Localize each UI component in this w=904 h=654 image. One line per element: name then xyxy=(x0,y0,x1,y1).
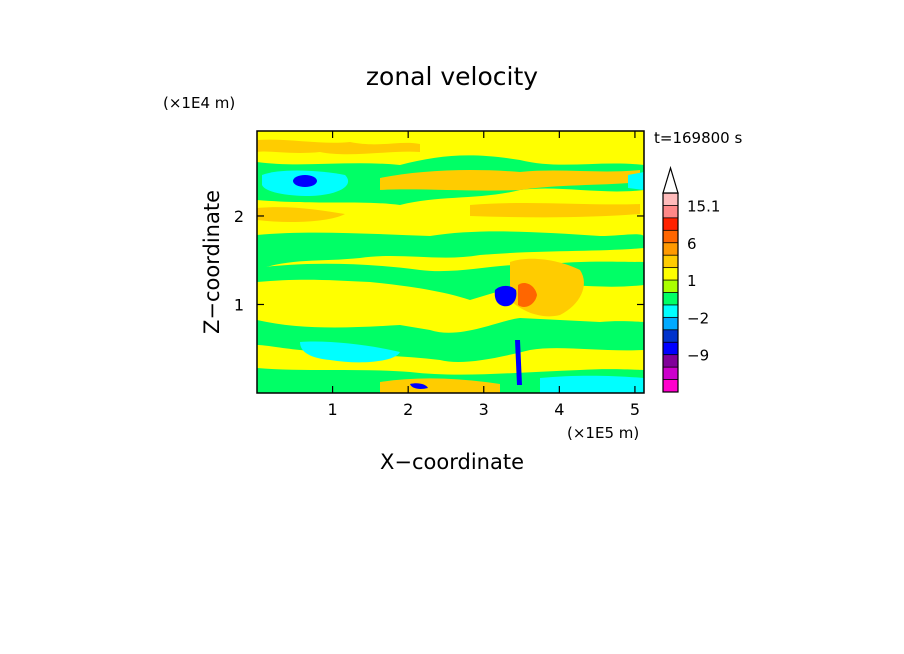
cyan-patch-low xyxy=(300,341,400,363)
colorbar-swatch xyxy=(663,217,678,231)
colorbar-swatch xyxy=(663,329,678,343)
colorbar-swatch xyxy=(663,292,678,305)
colorbar-swatch xyxy=(663,379,678,392)
colorbar-swatch xyxy=(663,230,678,243)
colorbar-labels: 15.1 6 1 −2 −9 xyxy=(687,197,720,364)
y-unit-label: (×1E4 m) xyxy=(163,94,235,112)
cyan-patch-right xyxy=(628,172,644,190)
x-tick-label: 3 xyxy=(479,400,489,419)
x-axis-title: X−coordinate xyxy=(380,450,524,474)
x-tick-label: 2 xyxy=(403,400,413,419)
colorbar-tick-label: 1 xyxy=(687,272,697,290)
blue-core-center xyxy=(494,285,517,307)
x-unit-label: (×1E5 m) xyxy=(567,424,639,442)
colorbar-extend-arrow xyxy=(662,165,679,194)
colorbar-swatch xyxy=(663,304,678,318)
colorbar xyxy=(662,165,679,393)
colorbar-tick-label: 6 xyxy=(687,235,697,253)
x-tick-label: 5 xyxy=(630,400,640,419)
colorbar-swatch xyxy=(663,317,678,330)
y-axis: 12 xyxy=(234,207,644,314)
orange-bottom xyxy=(380,378,500,393)
colorbar-swatch xyxy=(663,267,678,281)
plot-frame xyxy=(256,130,645,394)
colorbar-swatch xyxy=(663,354,678,368)
colorbar-swatch xyxy=(663,367,678,380)
colorbar-swatch xyxy=(663,255,678,268)
colorbar-swatch xyxy=(663,280,678,293)
colorbar-swatch xyxy=(663,342,678,355)
y-axis-title: Z−coordinate xyxy=(200,190,224,334)
colorbar-tick-label: −9 xyxy=(687,347,709,365)
blue-streak xyxy=(515,340,522,385)
blue-bottom-left xyxy=(410,383,428,389)
x-tick-label: 4 xyxy=(554,400,564,419)
orange-band-4 xyxy=(470,202,640,218)
y-tick-label: 2 xyxy=(234,207,244,226)
cyan-bottom-right xyxy=(540,375,644,393)
colorbar-swatch xyxy=(663,205,678,218)
heatmap-field xyxy=(257,131,644,393)
red-core xyxy=(518,283,537,307)
colorbar-tick-label: 15.1 xyxy=(687,197,720,215)
chart-title: zonal velocity xyxy=(366,62,538,91)
x-axis: 1 2 3 4 5 xyxy=(327,131,640,419)
orange-band-3 xyxy=(257,207,345,222)
green-band-2 xyxy=(257,231,644,270)
orange-band-2 xyxy=(380,170,640,191)
x-tick-label: 1 xyxy=(327,400,337,419)
colorbar-tick-label: −2 xyxy=(687,309,709,327)
colorbar-swatch xyxy=(663,193,678,206)
orange-band-top xyxy=(257,139,420,155)
y-tick-label: 1 xyxy=(234,295,244,314)
blue-core-left xyxy=(293,175,317,187)
time-label: t=169800 s xyxy=(654,129,742,147)
colorbar-swatch xyxy=(663,242,678,256)
